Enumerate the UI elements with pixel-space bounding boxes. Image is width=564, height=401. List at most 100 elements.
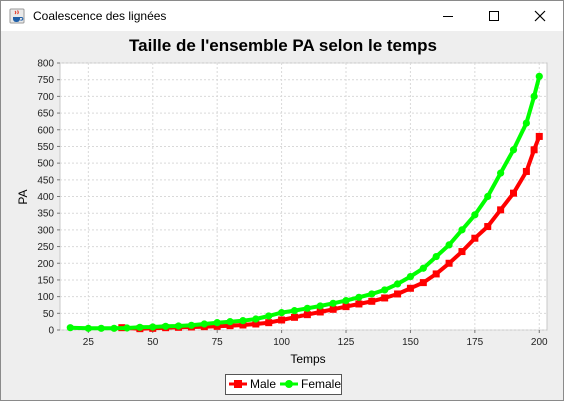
y-tick-label: 500	[37, 159, 54, 170]
y-tick-label: 350	[37, 209, 54, 220]
data-point-female	[213, 319, 221, 327]
data-point-male	[419, 279, 427, 287]
data-point-female	[393, 280, 402, 288]
chart-panel: Taille de l'ensemble PA selon le temps 0…	[1, 31, 563, 400]
data-point-male	[535, 132, 543, 140]
chart-title: Taille de l'ensemble PA selon le temps	[129, 36, 437, 55]
data-point-male	[265, 319, 273, 327]
legend-swatch-male	[229, 380, 247, 388]
data-point-male	[278, 316, 286, 324]
title-bar[interactable]: Coalescence des lignées	[1, 1, 563, 31]
data-point-male	[484, 223, 492, 231]
data-point-female	[497, 169, 505, 177]
close-button[interactable]	[517, 1, 563, 31]
y-tick-label: 200	[37, 259, 54, 270]
data-point-female	[136, 323, 144, 331]
data-point-male	[522, 167, 530, 175]
data-point-male	[471, 234, 479, 242]
data-point-male	[226, 322, 234, 330]
data-point-male	[497, 206, 505, 214]
maximize-button[interactable]	[471, 1, 517, 31]
data-point-male	[290, 313, 298, 321]
data-point-female	[329, 299, 337, 307]
x-tick-label: 50	[147, 337, 159, 348]
data-point-female	[187, 321, 196, 329]
data-point-female	[290, 307, 299, 315]
grid-lines	[60, 62, 547, 331]
data-point-male	[458, 248, 466, 256]
data-point-female	[97, 324, 105, 332]
y-tick-label: 750	[37, 75, 54, 86]
legend-swatch-female	[280, 380, 298, 388]
data-point-male	[252, 320, 260, 328]
data-point-female	[368, 290, 376, 298]
data-point-female	[381, 286, 389, 294]
y-tick-label: 550	[37, 142, 54, 153]
axes: 0 50 100 150 200 250 300 350 400 450 500 550 600 650 7…	[37, 59, 548, 349]
data-point-female	[162, 322, 170, 330]
data-point-female	[110, 324, 118, 332]
data-point-male	[394, 290, 402, 298]
y-tick-label: 300	[37, 225, 54, 236]
series-layer	[66, 72, 543, 333]
data-point-male	[329, 305, 337, 313]
data-point-female	[445, 241, 453, 249]
maximize-icon	[489, 11, 499, 21]
data-point-female	[149, 323, 157, 331]
data-point-female	[265, 312, 273, 320]
legend-label-female: Female	[301, 377, 342, 391]
legend-item-male: Male	[228, 377, 276, 391]
data-point-female	[303, 304, 311, 312]
data-point-female	[200, 320, 208, 328]
data-point-female	[432, 252, 440, 261]
data-point-female	[419, 264, 427, 272]
y-tick-label: 800	[37, 59, 54, 70]
y-tick-label: 400	[37, 192, 54, 203]
y-tick-label: 150	[37, 275, 54, 286]
window-title: Coalescence des lignées	[33, 9, 167, 23]
data-point-male	[368, 297, 376, 305]
minimize-button[interactable]	[425, 1, 471, 31]
x-tick-label: 125	[338, 337, 355, 348]
data-point-male	[530, 146, 538, 154]
x-tick-label: 200	[531, 337, 548, 348]
data-point-male	[239, 321, 247, 329]
data-point-male	[510, 189, 518, 197]
y-tick-label: 0	[48, 326, 54, 337]
data-point-female	[471, 211, 479, 219]
x-tick-label: 25	[83, 337, 95, 348]
data-point-female	[342, 297, 350, 305]
y-tick-label: 600	[37, 125, 54, 136]
data-point-female	[316, 302, 324, 310]
data-point-female	[484, 192, 492, 201]
x-axis-label: Temps	[290, 352, 325, 366]
legend-label-male: Male	[250, 377, 277, 391]
data-point-female	[84, 324, 92, 332]
java-cup-icon	[9, 8, 25, 24]
data-point-female	[355, 293, 363, 301]
series-line-male	[119, 134, 542, 331]
close-icon	[534, 10, 546, 22]
minimize-icon	[443, 16, 453, 17]
data-point-female	[277, 309, 286, 317]
data-point-female	[530, 92, 538, 100]
x-tick-label: 175	[467, 337, 484, 348]
data-point-female	[522, 119, 530, 127]
data-point-male	[303, 311, 311, 319]
y-axis-label: PA	[16, 189, 30, 204]
series-female	[66, 72, 543, 332]
data-point-female	[458, 226, 466, 234]
x-tick-label: 100	[273, 337, 290, 348]
data-point-male	[342, 303, 350, 311]
legend-item-female: Female	[279, 377, 341, 391]
data-point-male	[406, 284, 414, 292]
data-point-female	[226, 318, 234, 326]
data-point-female	[406, 273, 415, 281]
data-point-female	[252, 315, 260, 323]
data-point-male	[381, 294, 389, 302]
data-point-male	[213, 322, 221, 330]
data-point-male	[316, 308, 324, 316]
y-tick-label: 700	[37, 92, 54, 103]
y-tick-label: 50	[43, 309, 55, 320]
x-tick-label: 75	[212, 337, 224, 348]
